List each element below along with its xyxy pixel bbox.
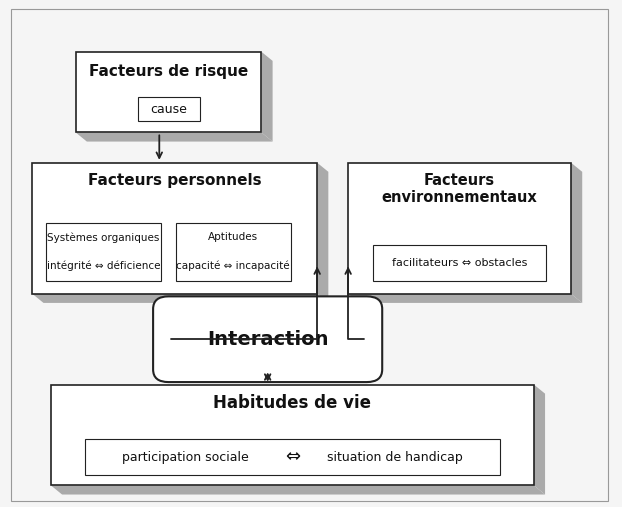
Text: Facteurs
environnementaux: Facteurs environnementaux (382, 173, 537, 205)
Polygon shape (32, 294, 328, 303)
Polygon shape (348, 294, 582, 303)
Text: Facteurs de risque: Facteurs de risque (89, 64, 248, 80)
FancyBboxPatch shape (76, 52, 261, 132)
Text: cause: cause (150, 103, 187, 116)
Text: participation sociale: participation sociale (122, 451, 249, 464)
FancyBboxPatch shape (51, 385, 534, 485)
Polygon shape (76, 132, 272, 141)
FancyBboxPatch shape (46, 223, 160, 281)
FancyBboxPatch shape (32, 163, 317, 294)
Text: capacité ⇔ incapacité: capacité ⇔ incapacité (177, 261, 290, 271)
Polygon shape (317, 163, 328, 303)
Text: Aptitudes: Aptitudes (208, 232, 258, 242)
Text: Facteurs personnels: Facteurs personnels (88, 173, 262, 188)
Text: Systèmes organiques: Systèmes organiques (47, 232, 159, 243)
FancyBboxPatch shape (85, 439, 500, 476)
Polygon shape (261, 52, 272, 141)
Text: situation de handicap: situation de handicap (327, 451, 463, 464)
Polygon shape (51, 485, 545, 494)
Text: intégrité ⇔ déficience: intégrité ⇔ déficience (47, 261, 160, 271)
FancyBboxPatch shape (373, 245, 546, 281)
FancyBboxPatch shape (176, 223, 290, 281)
FancyBboxPatch shape (153, 297, 382, 382)
Text: facilitateurs ⇔ obstacles: facilitateurs ⇔ obstacles (392, 258, 527, 268)
FancyBboxPatch shape (348, 163, 571, 294)
Text: Habitudes de vie: Habitudes de vie (213, 393, 371, 412)
FancyBboxPatch shape (137, 97, 200, 121)
Text: ⇔: ⇔ (285, 448, 300, 466)
Polygon shape (534, 385, 545, 494)
Text: Interaction: Interaction (207, 330, 328, 349)
Polygon shape (571, 163, 582, 303)
